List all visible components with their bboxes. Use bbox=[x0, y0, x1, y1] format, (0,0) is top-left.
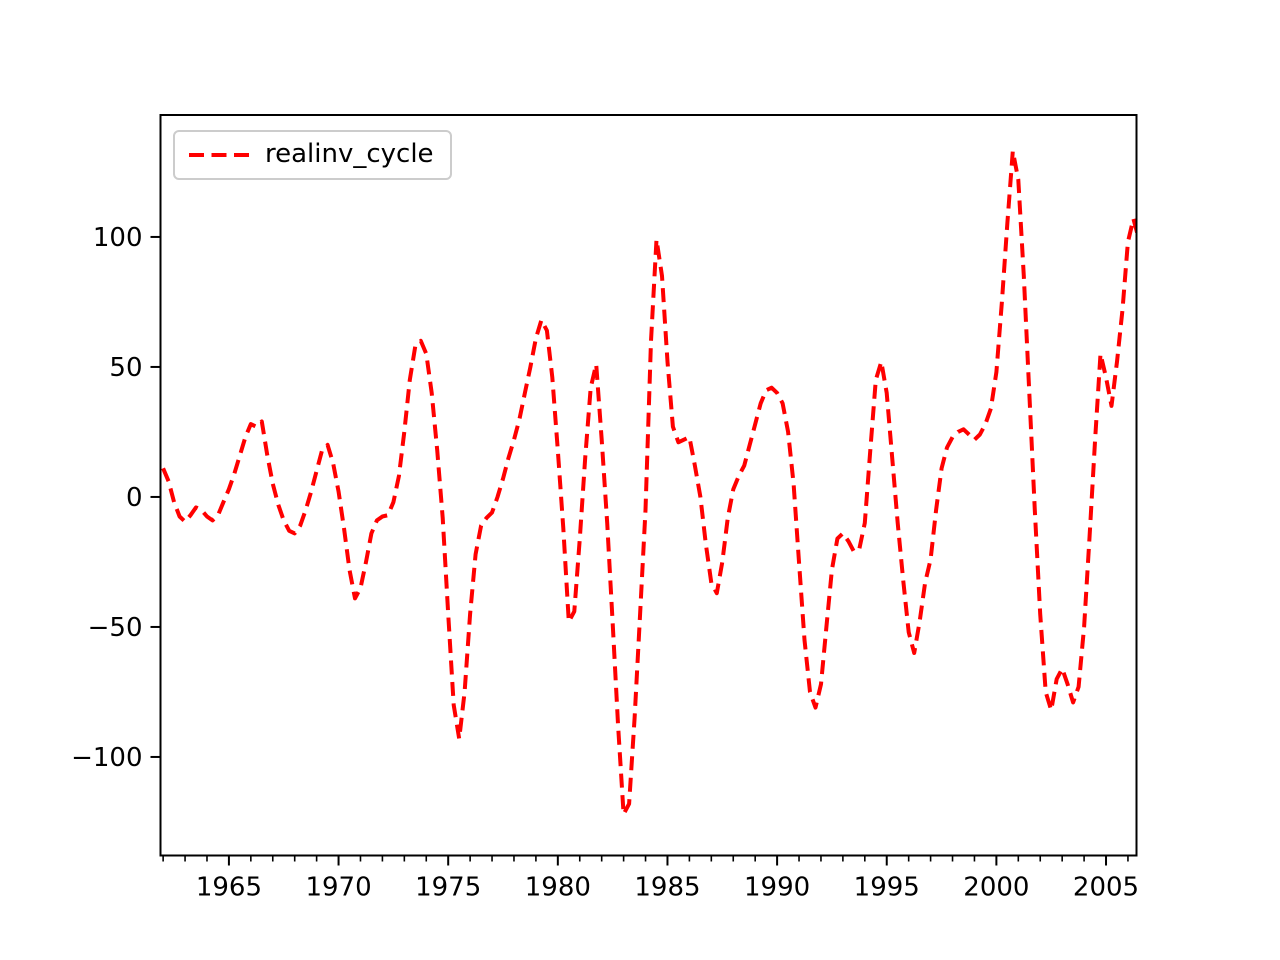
y-tick-label: 100 bbox=[93, 223, 143, 253]
x-tick-label: 1970 bbox=[305, 873, 371, 903]
x-tick-label: 2005 bbox=[1073, 873, 1139, 903]
legend-label: realinv_cycle bbox=[265, 138, 434, 169]
legend: realinv_cycle bbox=[173, 130, 452, 180]
x-tick-label: 1980 bbox=[525, 873, 591, 903]
x-tick-label: 1965 bbox=[196, 873, 262, 903]
x-tick-label: 2000 bbox=[963, 873, 1029, 903]
x-tick-label: 1985 bbox=[634, 873, 700, 903]
y-tick-label: 50 bbox=[109, 353, 142, 383]
x-tick-label: 1995 bbox=[854, 873, 920, 903]
legend-dash-icon bbox=[189, 153, 249, 157]
series-line-realinv_cycle bbox=[161, 149, 1137, 817]
y-tick-label: 0 bbox=[126, 483, 143, 513]
x-tick-label: 1975 bbox=[415, 873, 481, 903]
y-tick-label: −100 bbox=[71, 743, 142, 773]
axes-spines bbox=[159, 114, 1138, 857]
x-tick-label: 1990 bbox=[744, 873, 810, 903]
y-tick-label: −50 bbox=[88, 613, 143, 643]
